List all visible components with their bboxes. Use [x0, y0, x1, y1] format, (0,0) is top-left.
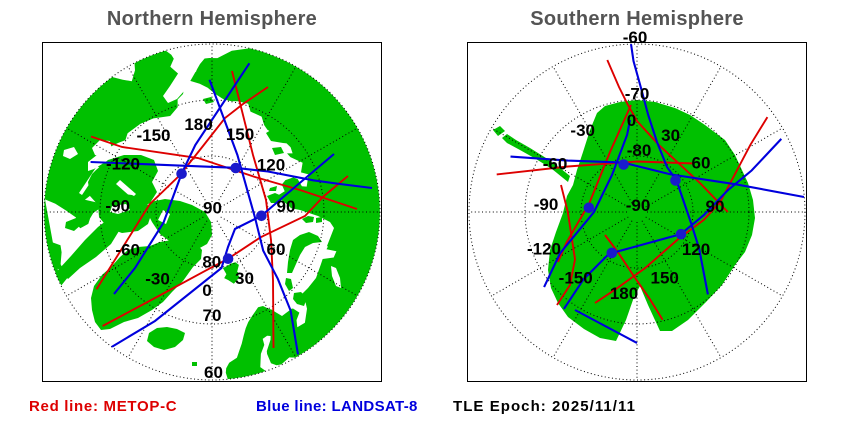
svg-text:-60: -60	[623, 28, 648, 47]
svg-text:150: 150	[651, 268, 679, 287]
svg-text:60: 60	[692, 154, 711, 173]
svg-text:80: 80	[202, 253, 221, 272]
svg-text:30: 30	[235, 269, 254, 288]
svg-text:-90: -90	[534, 195, 559, 214]
svg-text:0: 0	[627, 111, 636, 130]
svg-text:-150: -150	[136, 126, 170, 145]
svg-text:-60: -60	[115, 240, 140, 259]
svg-text:30: 30	[661, 126, 680, 145]
svg-text:60: 60	[204, 363, 223, 382]
svg-text:180: 180	[184, 115, 212, 134]
svg-text:-70: -70	[625, 85, 650, 104]
svg-text:-90: -90	[626, 196, 651, 215]
svg-text:90: 90	[706, 197, 725, 216]
svg-text:120: 120	[257, 156, 285, 175]
svg-text:-30: -30	[570, 121, 595, 140]
svg-text:-120: -120	[106, 155, 140, 174]
svg-text:-30: -30	[145, 270, 170, 289]
svg-text:-80: -80	[627, 141, 652, 160]
svg-text:180: 180	[610, 284, 638, 303]
svg-text:70: 70	[203, 306, 222, 325]
svg-text:60: 60	[267, 240, 286, 259]
svg-text:0: 0	[202, 281, 211, 300]
svg-text:-60: -60	[543, 155, 568, 174]
svg-text:150: 150	[226, 125, 254, 144]
svg-text:-90: -90	[105, 197, 130, 216]
svg-text:120: 120	[682, 240, 710, 259]
svg-text:90: 90	[277, 197, 296, 216]
svg-text:90: 90	[203, 199, 222, 218]
svg-text:-120: -120	[527, 240, 561, 259]
svg-text:-150: -150	[559, 268, 593, 287]
